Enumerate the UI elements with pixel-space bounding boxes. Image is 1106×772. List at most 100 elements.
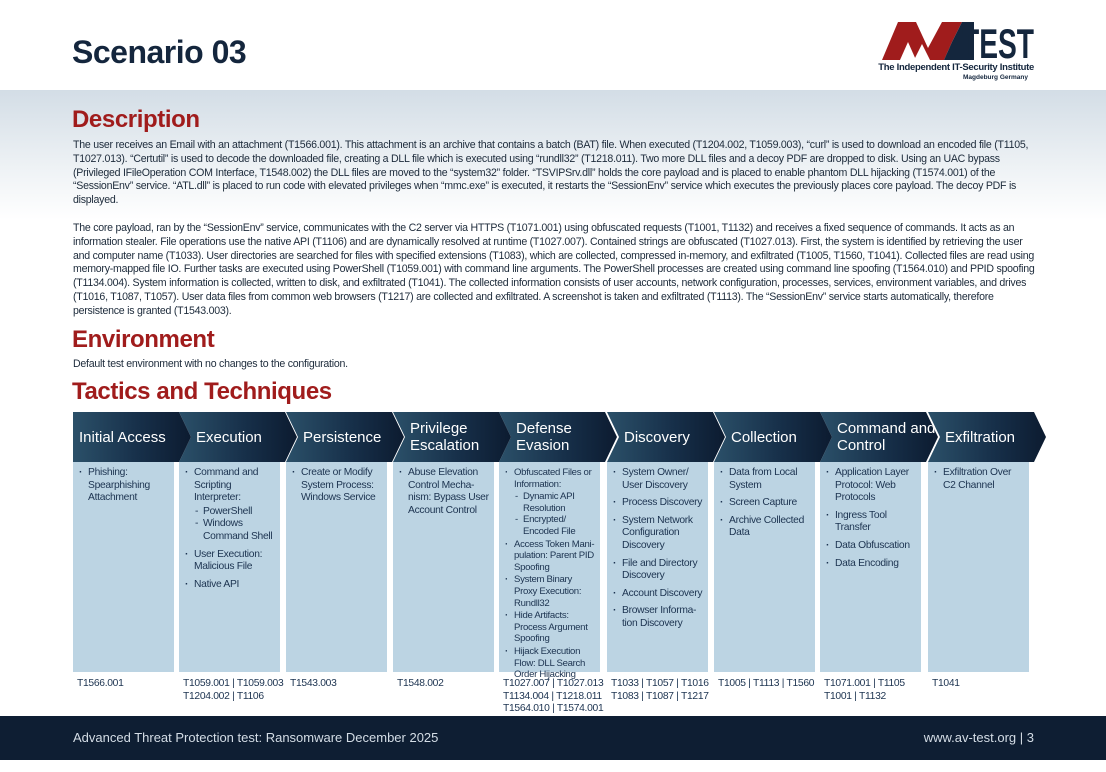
technique-item: Access Token Mani-pulation: Parent PID S… — [505, 539, 597, 574]
logo-tagline: The Independent IT-Security Institute — [878, 62, 1034, 73]
technique-label: Process Discovery — [622, 497, 703, 509]
technique-ids: T1543.003 — [290, 678, 337, 689]
tactics-heading: Tactics and Techniques — [72, 378, 332, 405]
technique-ids: T1041 — [932, 678, 960, 689]
tactic-title: Persistence — [303, 428, 382, 446]
description-heading: Description — [72, 106, 200, 133]
tactic-techniques: Obfuscated Files or Information:Dynamic … — [499, 462, 600, 680]
tactic-title: Command and Control — [837, 420, 936, 454]
technique-item: System Owner/ User Discovery — [613, 467, 705, 492]
technique-label: Create or Modify System Process: Windows… — [301, 467, 376, 504]
technique-item: Abuse Elevation Control Mecha-nism: Bypa… — [399, 467, 491, 517]
tactic-title: Execution — [196, 428, 262, 446]
technique-label: Archive Collected Data — [729, 514, 805, 539]
technique-label: Application Layer Protocol: Web Protocol… — [835, 467, 909, 504]
svg-text:TEST: TEST — [962, 22, 1034, 60]
technique-label: User Execution: Malicious File — [194, 548, 263, 573]
footer-report-title: Advanced Threat Protection test: Ransomw… — [73, 730, 439, 745]
technique-item: Archive Collected Data — [720, 515, 812, 540]
technique-label: System Network Configuration Discovery — [622, 514, 693, 551]
tactic-title: Defense Evasion — [516, 420, 572, 454]
environment-heading: Environment — [72, 326, 215, 353]
tactic-techniques: Data from Local System Screen Capture Arch… — [714, 462, 815, 672]
technique-item: Screen Capture — [720, 497, 812, 510]
technique-label: Hide Artifacts: Process Argument Spoofin… — [514, 610, 588, 645]
technique-item: User Execution: Malicious File — [185, 549, 277, 574]
technique-item: Obfuscated Files or Information:Dynamic … — [505, 467, 597, 538]
technique-ids: T1005 | T1113 | T1560 — [718, 678, 815, 689]
tactic-title: Collection — [731, 428, 797, 446]
sub-technique: Dynamic API Resolution — [514, 491, 597, 514]
page-title: Scenario 03 — [72, 34, 247, 70]
description-paragraph-1: The user receives an Email with an attac… — [73, 139, 1029, 207]
tactic-header: Collection — [714, 412, 832, 462]
header — [0, 0, 1106, 90]
tactic-techniques: Create or Modify System Process: Windows… — [286, 462, 387, 672]
tactic-header: Discovery — [607, 412, 725, 462]
technique-label: File and Directory Discovery — [622, 557, 698, 582]
footer: Advanced Threat Protection test: Ransomw… — [0, 716, 1106, 760]
av-test-logo: TEST The Independent IT-Security Institu… — [878, 22, 1034, 82]
tactic-header: Command and Control — [820, 412, 938, 462]
technique-label: Account Discovery — [622, 587, 703, 599]
technique-item: Data Encoding — [826, 558, 918, 571]
technique-item: Process Discovery — [613, 497, 705, 510]
technique-label: Data from Local System — [729, 467, 798, 491]
technique-label: Data Encoding — [835, 557, 899, 569]
technique-item: File and Directory Discovery — [613, 558, 705, 583]
tactic-header: Exfiltration — [928, 412, 1046, 462]
header-gradient-band — [0, 90, 1106, 220]
technique-item: Hijack Execution Flow: DLL Search Order … — [505, 646, 597, 681]
technique-label: Data Obfuscation — [835, 539, 910, 551]
tactic-header: Privilege Escalation — [393, 412, 511, 462]
tactic-title: Initial Access — [79, 428, 166, 446]
footer-website-page: www.av-test.org | 3 — [923, 730, 1034, 745]
technique-item: Data from Local System — [720, 467, 812, 492]
description-paragraph-2: The core payload, ran by the “SessionEnv… — [73, 222, 1035, 317]
technique-ids: T1027.007 | T1027.013 T1134.004 | T1218.… — [503, 678, 604, 715]
tactic-techniques: Abuse Elevation Control Mecha-nism: Bypa… — [393, 462, 494, 672]
technique-ids: T1059.001 | T1059.003 T1204.002 | T1106 — [183, 678, 284, 702]
av-test-logo-mark: TEST — [882, 22, 1034, 60]
technique-label: Native API — [194, 578, 240, 590]
technique-label: Hijack Execution Flow: DLL Search Order … — [514, 645, 586, 681]
sub-technique: Windows Command Shell — [194, 518, 277, 543]
tactic-header: Execution — [179, 412, 297, 462]
technique-ids: T1566.001 — [77, 678, 124, 689]
technique-item: Application Layer Protocol: Web Protocol… — [826, 467, 918, 505]
technique-item: Phishing: Spearphishing Attachment — [79, 467, 171, 505]
technique-label: Command and Scripting Interpreter: — [194, 467, 259, 504]
tactic-title: Discovery — [624, 428, 690, 446]
technique-item: Create or Modify System Process: Windows… — [292, 467, 384, 505]
technique-item: Hide Artifacts: Process Argument Spoofin… — [505, 610, 597, 645]
technique-label: Exfiltration Over C2 Channel — [943, 467, 1012, 491]
technique-label: Browser Informa-tion Discovery — [622, 605, 697, 629]
tactic-techniques: Phishing: Spearphishing Attachment — [73, 462, 174, 672]
technique-item: Native API — [185, 579, 277, 592]
tactic-header: Initial Access — [73, 412, 191, 462]
technique-item: System Network Configuration Discovery — [613, 515, 705, 553]
technique-ids: T1033 | T1057 | T1016 T1083 | T1087 | T1… — [611, 678, 709, 702]
technique-label: Screen Capture — [729, 497, 797, 509]
technique-label: Access Token Mani-pulation: Parent PID S… — [514, 538, 595, 573]
logo-location: Magdeburg Germany — [962, 74, 1028, 81]
tactic-header: Defense Evasion — [499, 412, 617, 462]
sub-technique: PowerShell — [194, 506, 277, 519]
technique-item: Ingress Tool Transfer — [826, 510, 918, 535]
technique-label: Abuse Elevation Control Mecha-nism: Bypa… — [408, 467, 489, 516]
tactic-techniques: Application Layer Protocol: Web Protocol… — [820, 462, 921, 672]
technique-ids: T1071.001 | T1105 T1001 | T1132 — [824, 678, 905, 702]
technique-item: Command and Scripting Interpreter: PowerS… — [185, 467, 277, 544]
tactic-techniques: Command and Scripting Interpreter: PowerS… — [179, 462, 280, 672]
technique-ids: T1548.002 — [397, 678, 444, 689]
technique-item: Data Obfuscation — [826, 540, 918, 553]
environment-text: Default test environment with no changes… — [73, 358, 348, 370]
tactic-techniques: Exfiltration Over C2 Channel — [928, 462, 1029, 672]
technique-item: Exfiltration Over C2 Channel — [934, 467, 1026, 492]
tactic-title: Privilege Escalation — [410, 420, 480, 454]
technique-label: Obfuscated Files or Information: — [514, 467, 592, 490]
technique-label: Phishing: Spearphishing Attachment — [88, 467, 150, 504]
technique-item: System Binary Proxy Execution: Rundll32 — [505, 574, 597, 609]
technique-label: System Owner/ User Discovery — [622, 467, 689, 491]
tactic-techniques: System Owner/ User Discovery Process Disc… — [607, 462, 708, 672]
